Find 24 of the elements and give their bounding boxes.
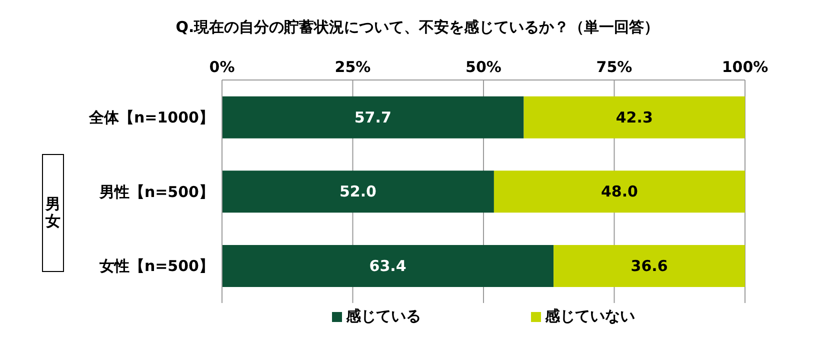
text: 男女 bbox=[46, 195, 60, 230]
legend-label: 感じている bbox=[345, 307, 421, 326]
bar bbox=[222, 170, 494, 213]
bar bbox=[494, 170, 745, 213]
y-tick-label: 全体【n=1000】 bbox=[88, 108, 214, 126]
data-label: 42.3 bbox=[616, 108, 653, 126]
data-label: 63.4 bbox=[369, 257, 406, 276]
x-tick-label: 100% bbox=[722, 58, 768, 76]
y-tick-label: 男性【n=500】 bbox=[98, 182, 214, 201]
data-label: 48.0 bbox=[600, 182, 638, 201]
data-label: 57.7 bbox=[354, 108, 392, 126]
chart-title: Q.現在の自分の貯蓄状況について、不安を感じているか？（単一回答） bbox=[174, 18, 660, 37]
x-tick-label: 50% bbox=[466, 58, 502, 76]
legend-label: 感じていない bbox=[544, 307, 635, 326]
data-label: 36.6 bbox=[630, 257, 668, 276]
bar bbox=[222, 96, 524, 138]
x-tick-label: 75% bbox=[596, 58, 632, 76]
bar bbox=[222, 245, 554, 288]
x-tick-label: 25% bbox=[334, 58, 371, 76]
y-tick-label: 女性【n=500】 bbox=[98, 257, 214, 276]
bar bbox=[554, 245, 745, 288]
bar bbox=[524, 96, 745, 138]
data-label: 52.0 bbox=[339, 182, 376, 201]
x-tick-label: 0% bbox=[209, 58, 235, 76]
